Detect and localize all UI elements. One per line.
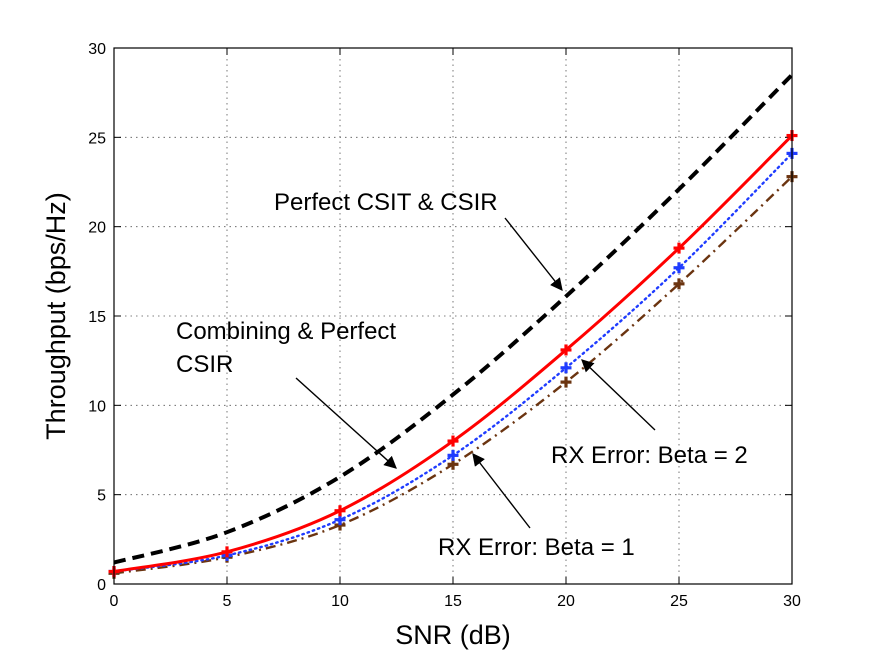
series-line-perfect — [113, 73, 794, 565]
y-tick-label: 30 — [88, 41, 106, 58]
x-axis-label: SNR (dB) — [395, 620, 511, 650]
annotation-arrow — [504, 217, 563, 291]
annotation-arrow — [472, 453, 531, 529]
tick-labels: 0 5 10 15 20 25 30 0 5 10 15 20 25 30 — [88, 41, 801, 610]
y-tick-label: 10 — [88, 398, 106, 415]
y-tick-label: 20 — [88, 220, 106, 237]
x-tick-label: 5 — [223, 593, 232, 610]
annotation-text: Combining & Perfect — [176, 318, 396, 345]
data-point-beta2 — [560, 362, 572, 374]
x-tick-label: 25 — [670, 593, 688, 610]
y-tick-label: 15 — [88, 309, 106, 326]
y-tick-label: 5 — [97, 488, 106, 505]
x-tick-label: 30 — [783, 593, 801, 610]
grid — [114, 48, 792, 584]
y-tick-label: 0 — [97, 577, 106, 594]
x-tick-label: 0 — [110, 593, 119, 610]
annotation-text: CSIR — [176, 351, 233, 378]
annotation-beta2: RX Error: Beta = 2 — [551, 359, 748, 469]
annotation-combining: Combining & Perfect CSIR — [176, 318, 397, 469]
plot-frame — [113, 47, 793, 585]
annotation-perfect: Perfect CSIT & CSIR — [274, 189, 563, 291]
data-point-beta2 — [447, 449, 459, 461]
data-point-combining — [673, 242, 685, 254]
annotation-text: RX Error: Beta = 1 — [438, 534, 635, 561]
y-axis-label: Throughput (bps/Hz) — [41, 192, 71, 440]
plot-background — [114, 48, 792, 584]
y-tick-label: 25 — [88, 130, 106, 147]
data-point-combining — [334, 505, 346, 517]
data-point-beta1 — [560, 376, 572, 388]
annotation-text: RX Error: Beta = 2 — [551, 442, 748, 469]
annotation-layer: Perfect CSIT & CSIR Combining & Perfect CS… — [176, 189, 748, 561]
annotation-arrow — [581, 359, 656, 431]
data-point-combining — [560, 344, 572, 356]
data-point-combining — [221, 546, 233, 558]
series-perfect — [113, 73, 794, 565]
data-point-beta1 — [673, 278, 685, 290]
x-tick-label: 15 — [444, 593, 462, 610]
data-point-combining — [447, 435, 459, 447]
annotation-arrow — [295, 377, 397, 469]
x-tick-label: 20 — [557, 593, 575, 610]
annotation-beta1: RX Error: Beta = 1 — [438, 453, 635, 561]
x-tick-label: 10 — [331, 593, 349, 610]
series-layer — [108, 73, 798, 579]
annotation-text: Perfect CSIT & CSIR — [274, 189, 498, 216]
data-point-beta2 — [673, 262, 685, 274]
